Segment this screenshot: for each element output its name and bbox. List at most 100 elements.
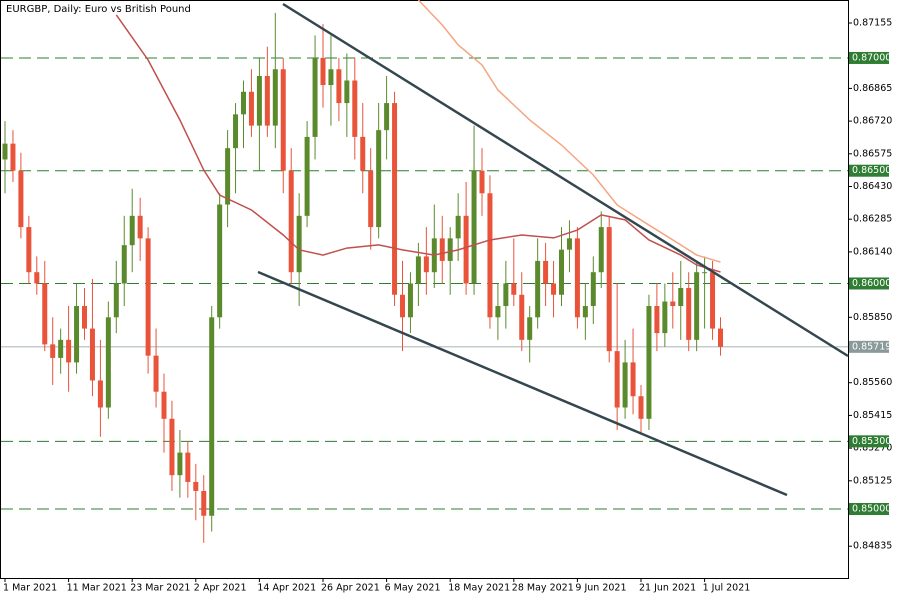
candle-body	[400, 294, 405, 318]
y-tick-label: 0.85560	[853, 377, 892, 388]
candle-body	[519, 294, 525, 340]
candle-body	[614, 351, 620, 408]
y-tick-label: 0.85415	[853, 410, 892, 421]
candle-body	[654, 306, 660, 334]
moving-average	[115, 14, 721, 273]
candle-body	[97, 380, 103, 408]
plot-frame	[0, 0, 849, 579]
chart-title: EURGBP, Daily: Euro vs British Pound	[6, 4, 191, 15]
candle-body	[574, 238, 580, 318]
candle-body	[479, 170, 485, 194]
level-label: 0.85300	[852, 436, 891, 447]
candle-body	[463, 215, 469, 284]
candle-body	[543, 260, 549, 284]
candle-body	[272, 69, 278, 126]
x-tick-label: 26 Apr 2021	[321, 583, 380, 594]
current-price-box	[849, 340, 889, 353]
y-tick-label: 0.86720	[853, 116, 892, 127]
candle-body	[177, 452, 183, 476]
candle-body	[185, 452, 191, 482]
candle-body	[511, 283, 517, 295]
candle-body	[686, 287, 692, 340]
candle-body	[646, 306, 652, 419]
candle-body	[360, 136, 366, 171]
candle-body	[66, 339, 72, 363]
x-tick-label: 6 May 2021	[385, 583, 441, 594]
candle-body	[606, 227, 612, 352]
level-label: 0.87000	[852, 52, 891, 63]
candle-body	[559, 249, 564, 295]
candle-body	[153, 355, 159, 392]
candle-body	[280, 69, 286, 171]
level-label-box	[849, 51, 889, 64]
candle-body	[415, 256, 421, 284]
candle-body	[590, 272, 596, 307]
candle-body	[423, 256, 429, 273]
candle-body	[503, 283, 509, 307]
x-tick-label: 21 Jun 2021	[639, 583, 696, 594]
candle-body	[217, 204, 223, 318]
candle-body	[113, 283, 119, 318]
candle-body	[18, 170, 24, 228]
candle-body	[145, 238, 151, 356]
candle-body	[105, 317, 111, 408]
candle-body	[527, 317, 533, 340]
y-tick-label: 0.87155	[853, 18, 892, 29]
x-tick-label: 11 Mar 2021	[67, 583, 127, 594]
y-tick-label: 0.86430	[853, 181, 892, 192]
candle-body	[320, 57, 326, 86]
candle-body	[121, 245, 127, 284]
candle-body	[622, 362, 628, 408]
x-tick-label: 23 Mar 2021	[130, 583, 190, 594]
candle-body	[296, 215, 302, 273]
x-tick-label: 14 Apr 2021	[257, 583, 316, 594]
candle-body	[209, 317, 215, 516]
candle-body	[535, 260, 541, 318]
candle-body	[288, 170, 294, 273]
current-price-label: 0.85719	[852, 341, 891, 352]
candle-body	[710, 272, 716, 329]
x-tick-label: 9 Jun 2021	[575, 583, 626, 594]
candle-body	[58, 339, 64, 358]
candle-body	[439, 238, 445, 261]
x-tick-label: 28 May 2021	[512, 583, 574, 594]
candle-body	[368, 170, 374, 228]
candle-body	[233, 114, 239, 149]
candle-body	[598, 227, 604, 273]
candle-body	[34, 272, 40, 284]
candle-body	[264, 75, 270, 126]
candle-body	[487, 193, 493, 318]
candle-body	[344, 80, 350, 104]
y-tick-label: 0.85270	[853, 443, 892, 454]
candle-body	[256, 75, 262, 126]
candle-body	[638, 396, 644, 419]
x-tick-label: 2 Apr 2021	[194, 583, 247, 594]
y-tick-label: 0.86285	[853, 214, 892, 225]
candle-body	[495, 306, 501, 318]
candle-body	[137, 215, 143, 239]
level-label: 0.86000	[852, 278, 891, 289]
candle-body	[225, 148, 231, 205]
candle-body	[582, 306, 588, 318]
level-label-box	[849, 277, 889, 290]
candle-body	[50, 344, 56, 358]
candle-body	[376, 130, 382, 228]
candle-body	[455, 215, 461, 239]
candle-body	[336, 69, 342, 104]
x-tick-label: 1 Mar 2021	[3, 583, 57, 594]
candle-body	[26, 227, 32, 273]
candle-body	[10, 143, 16, 171]
candle-body	[129, 215, 135, 246]
y-tick-label: 0.85850	[853, 312, 892, 323]
level-label-box	[849, 435, 889, 448]
level-label-box	[849, 164, 889, 177]
candle-body	[82, 306, 87, 329]
x-tick-label: 1 Jul 2021	[703, 583, 751, 594]
candle-body	[384, 103, 390, 131]
candle-body	[201, 490, 207, 516]
candle-body	[694, 272, 700, 340]
candle-body	[471, 170, 477, 284]
y-tick-label: 0.86140	[853, 246, 892, 257]
level-label-box	[849, 502, 889, 515]
